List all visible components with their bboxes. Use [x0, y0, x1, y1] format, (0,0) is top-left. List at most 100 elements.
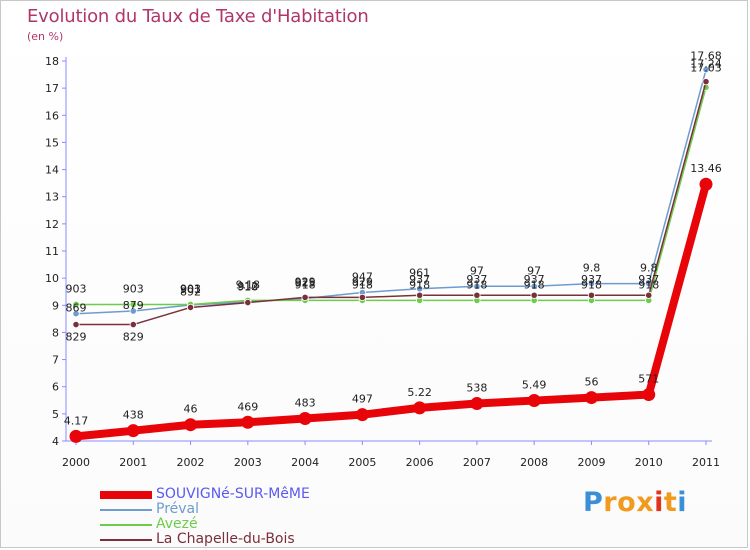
data-label-la-chapelle-du-bois: 829: [66, 331, 87, 344]
data-point-la-chapelle-du-bois: [72, 320, 80, 329]
brand-letter: i: [677, 487, 688, 518]
data-label-aveze: 918: [638, 278, 659, 291]
x-tick-label: 2009: [577, 456, 605, 469]
data-label-aveze: 918: [352, 278, 373, 291]
data-point-souvigne-sur-meme: [413, 401, 427, 415]
data-point-la-chapelle-du-bois: [301, 293, 309, 302]
data-point-souvigne-sur-meme: [241, 415, 255, 429]
data-label-preval: 925: [295, 277, 316, 290]
data-point-la-chapelle-du-bois: [473, 291, 481, 299]
y-tick-label: 8: [52, 326, 59, 339]
data-label-aveze: 903: [180, 282, 201, 295]
data-label-aveze: 918: [524, 278, 545, 291]
data-point-souvigne-sur-meme: [527, 394, 541, 408]
y-tick-label: 7: [52, 354, 59, 367]
y-tick-label: 12: [45, 218, 59, 231]
data-label-la-chapelle-du-bois: 937: [409, 273, 430, 286]
data-label-preval: 879: [123, 299, 144, 312]
y-tick-label: 17: [45, 82, 59, 95]
data-point-preval: [530, 282, 538, 290]
data-label-aveze: 17.03: [690, 61, 722, 74]
series-line-souvigne-sur-meme: [72, 180, 710, 441]
x-tick-label: 2006: [406, 456, 434, 469]
data-point-souvigne-sur-meme: [298, 411, 312, 425]
data-label-preval: 17.68: [690, 50, 722, 63]
y-tick-label: 15: [45, 136, 59, 149]
y-tick-label: 13: [45, 191, 59, 204]
x-tick-label: 2008: [520, 456, 548, 469]
data-label-souvigne-sur-meme: 538: [466, 382, 487, 395]
legend-swatch: [100, 509, 152, 511]
data-point-la-chapelle-du-bois: [702, 78, 710, 86]
legend-label: Avezé: [156, 516, 198, 532]
x-tick-label: 2001: [119, 456, 147, 469]
chart-subtitle: (en %): [27, 30, 64, 43]
data-label-souvigne-sur-meme: 46: [184, 403, 198, 416]
data-label-aveze: 9.18: [236, 278, 261, 291]
x-tick-label: 2004: [291, 456, 319, 469]
y-tick-label: 5: [52, 408, 59, 421]
y-tick-label: 6: [52, 381, 59, 394]
brand-letter: P: [583, 487, 604, 518]
brand-logo: Proxiti: [583, 487, 687, 518]
data-label-la-chapelle-du-bois: 892: [180, 285, 201, 298]
data-point-preval: [473, 282, 481, 290]
brand-letter: x: [636, 487, 655, 518]
data-label-preval: 869: [66, 302, 87, 315]
legend-swatch: [100, 524, 152, 526]
data-label-souvigne-sur-meme: 469: [237, 400, 258, 413]
x-tick-label: 2003: [234, 456, 262, 469]
data-label-aveze: 918: [466, 278, 487, 291]
data-label-preval: 9.8: [640, 262, 658, 275]
legend-label: La Chapelle-du-Bois: [156, 531, 295, 547]
data-point-souvigne-sur-meme: [69, 429, 83, 443]
data-label-la-chapelle-du-bois: 937: [638, 273, 659, 286]
x-tick-label: 2000: [62, 456, 90, 469]
data-point-preval: [702, 66, 710, 74]
data-point-souvigne-sur-meme: [470, 397, 484, 411]
data-point-la-chapelle-du-bois: [244, 298, 252, 307]
data-label-preval: 901: [180, 283, 201, 296]
data-point-la-chapelle-du-bois: [186, 303, 195, 312]
data-label-preval: 961: [409, 267, 430, 280]
brand-letter: i: [654, 487, 664, 518]
data-label-souvigne-sur-meme: 56: [584, 376, 598, 389]
data-label-souvigne-sur-meme: 497: [352, 393, 373, 406]
data-label-la-chapelle-du-bois: 910: [237, 281, 258, 294]
series-line-preval: [75, 68, 707, 315]
data-label-preval: 947: [352, 271, 373, 284]
data-label-souvigne-sur-meme: 13.46: [690, 162, 722, 175]
data-point-aveze: [129, 300, 137, 309]
data-label-souvigne-sur-meme: 4.17: [64, 414, 89, 427]
x-tick-label: 2007: [463, 456, 491, 469]
data-label-preval: 9.8: [583, 262, 601, 275]
x-tick-label: 2005: [348, 456, 376, 469]
data-label-souvigne-sur-meme: 5.22: [407, 386, 432, 399]
data-label-la-chapelle-du-bois: 929: [295, 275, 316, 288]
data-label-la-chapelle-du-bois: 17.24: [690, 58, 722, 71]
data-point-preval: [587, 279, 596, 288]
data-point-la-chapelle-du-bois: [129, 320, 137, 329]
data-point-souvigne-sur-meme: [355, 408, 369, 422]
y-tick-label: 18: [45, 55, 59, 68]
data-point-souvigne-sur-meme: [184, 418, 198, 432]
data-label-aveze: 903: [123, 282, 144, 295]
data-label-aveze: 918: [295, 278, 316, 291]
x-tick-label: 2002: [177, 456, 205, 469]
data-label-souvigne-sur-meme: 5.49: [522, 379, 547, 392]
data-label-souvigne-sur-meme: 483: [295, 396, 316, 409]
legend-label: SOUVIGNé-SUR-MêME: [156, 486, 310, 502]
data-label-la-chapelle-du-bois: 929: [352, 275, 373, 288]
data-label-aveze: 918: [409, 278, 430, 291]
data-point-preval: [72, 310, 80, 318]
data-point-souvigne-sur-meme: [126, 424, 140, 438]
data-label-preval: 97: [470, 264, 484, 277]
y-tick-label: 16: [45, 109, 59, 122]
data-point-la-chapelle-du-bois: [530, 291, 538, 299]
y-tick-label: 10: [45, 272, 59, 285]
data-label-souvigne-sur-meme: 438: [123, 409, 144, 422]
y-tick-label: 4: [52, 435, 59, 448]
x-tick-label: 2010: [635, 456, 663, 469]
